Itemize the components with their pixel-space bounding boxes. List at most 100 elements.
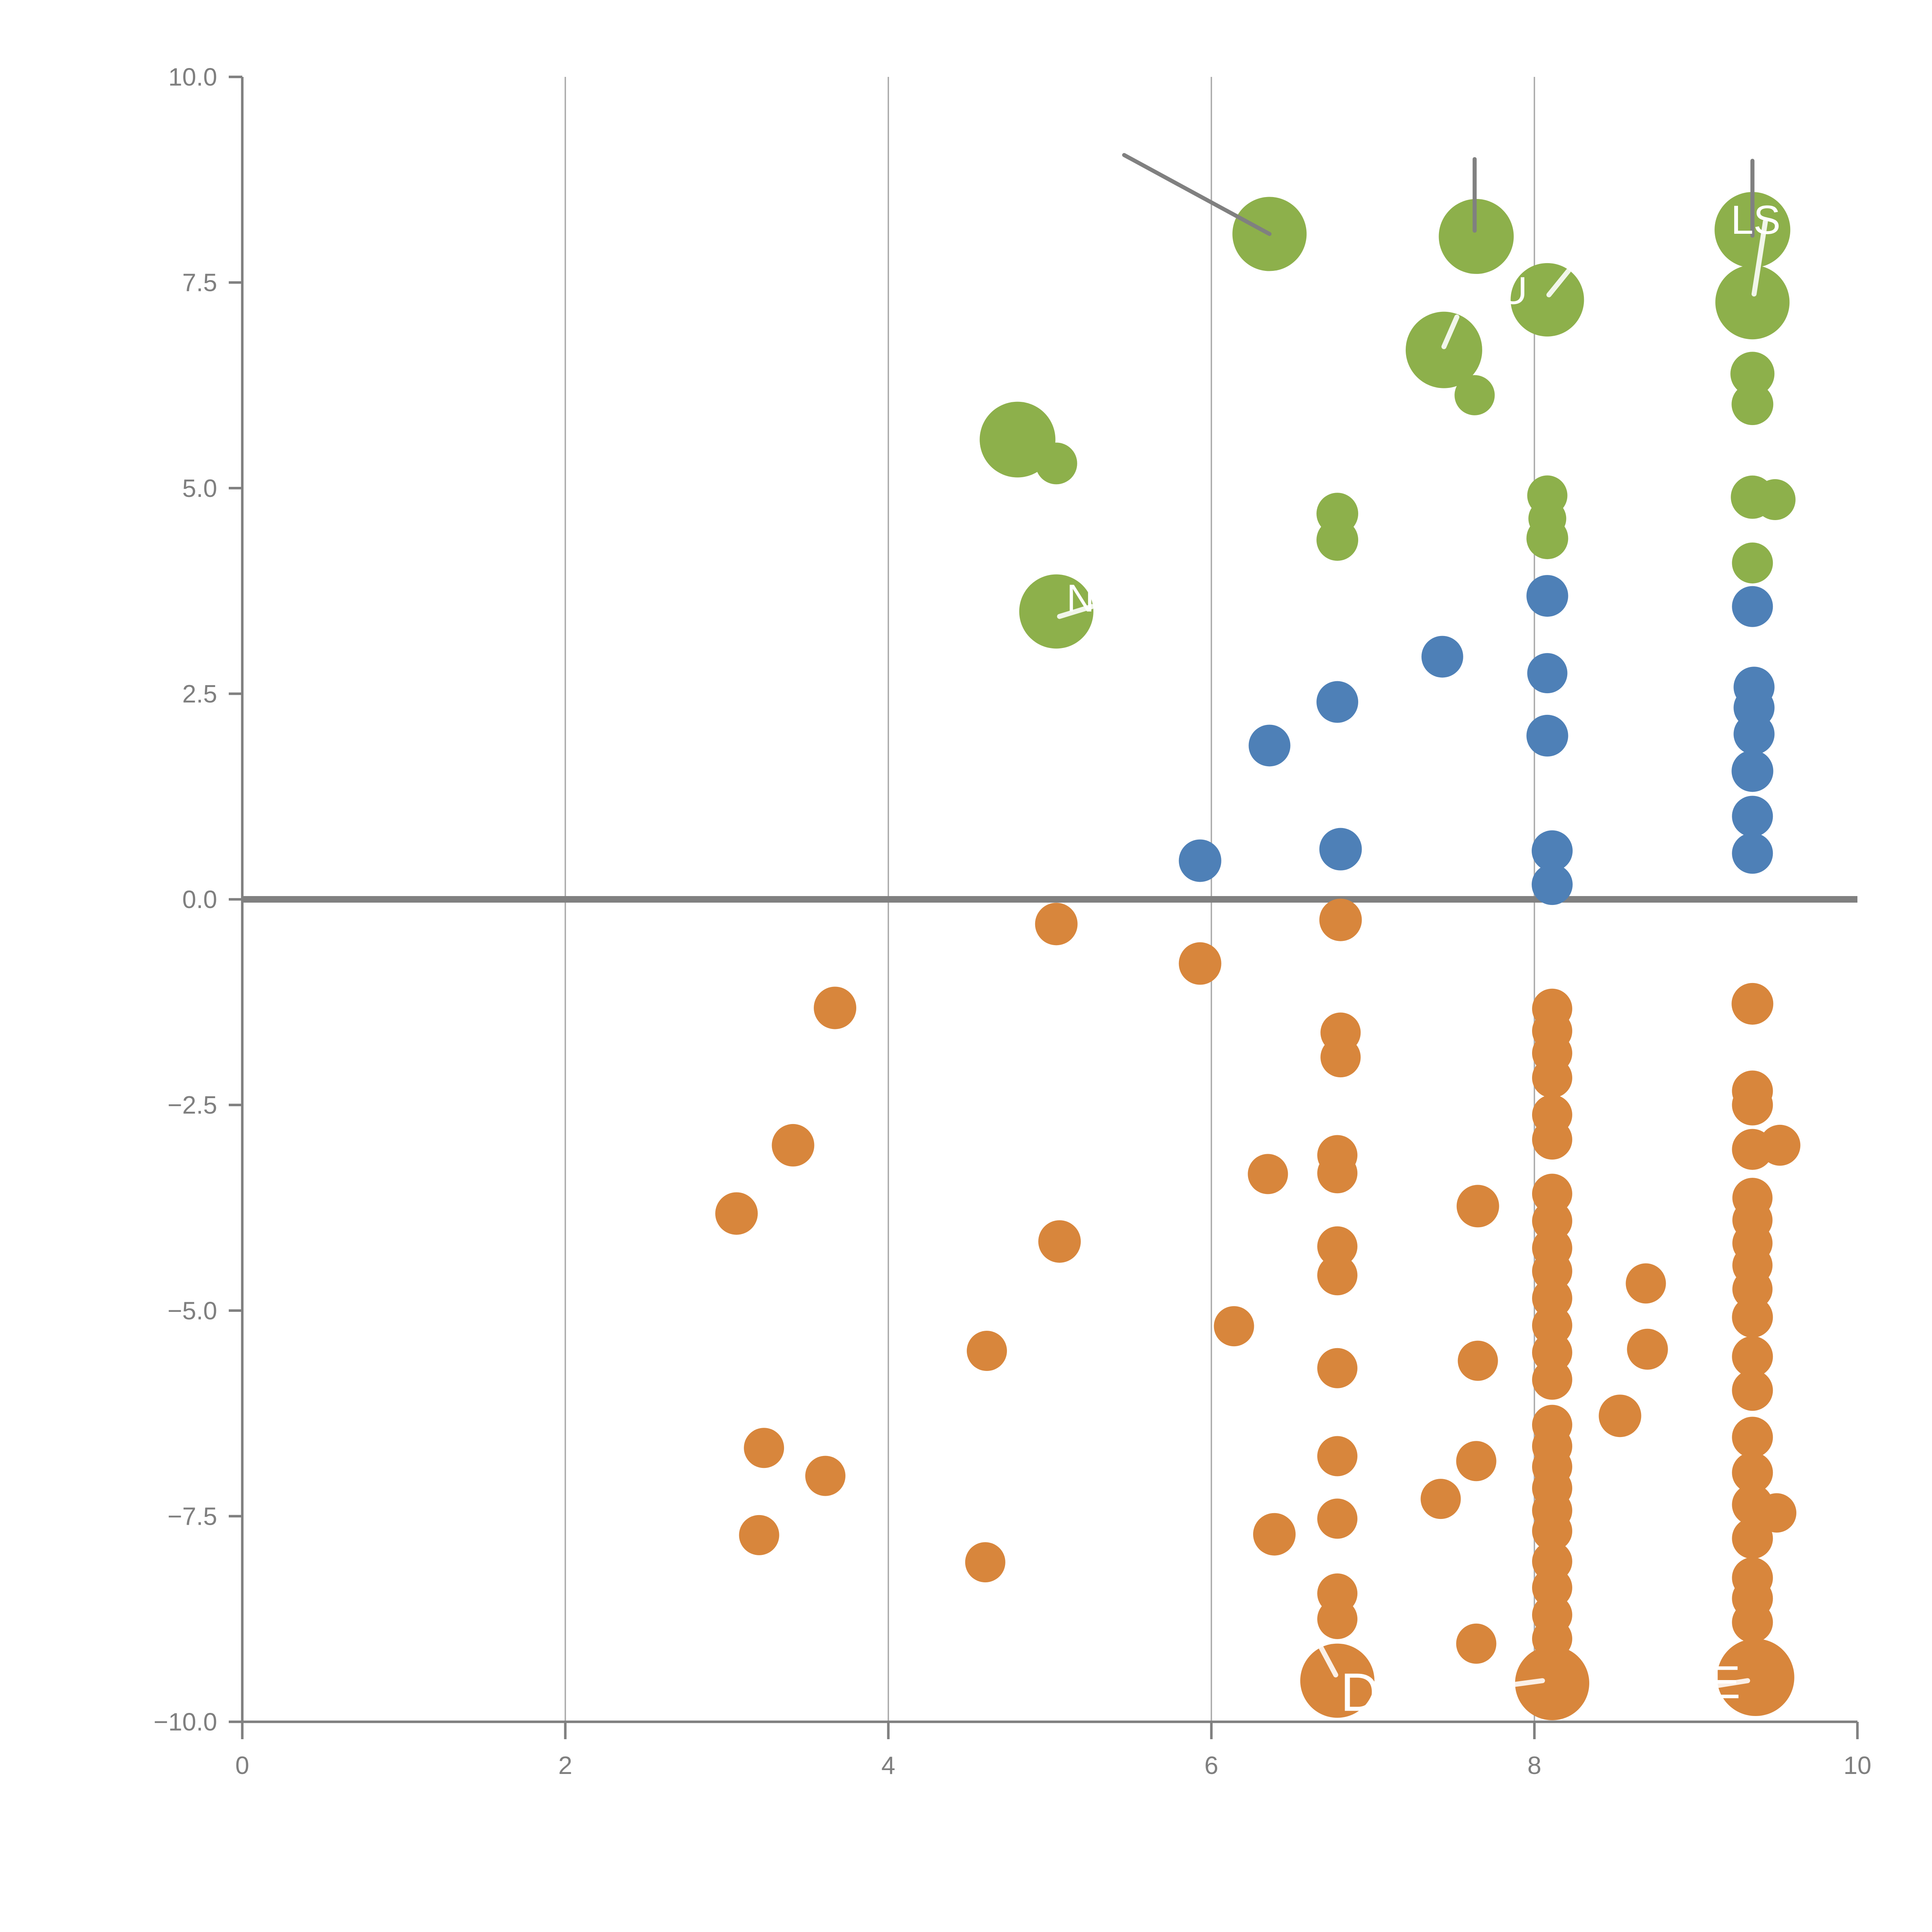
dot-orange-12 bbox=[1038, 1220, 1081, 1263]
dot-orange-73 bbox=[1732, 1417, 1773, 1458]
y-tick-label-10: 10.0 bbox=[168, 63, 217, 91]
annotation-label-E: E bbox=[1709, 1656, 1740, 1708]
dot-orange-6 bbox=[1731, 983, 1774, 1025]
dot-blue-1 bbox=[1421, 636, 1463, 678]
y-tick-label--10: −10.0 bbox=[154, 1708, 217, 1736]
dot-green-2 bbox=[1510, 263, 1584, 337]
dot-orange-0 bbox=[1035, 903, 1078, 946]
dot-orange-1 bbox=[1179, 942, 1221, 985]
dot-orange-15 bbox=[966, 1331, 1007, 1371]
dot-green-1 bbox=[1439, 199, 1514, 274]
y-tick-label--5: −5.0 bbox=[168, 1296, 217, 1325]
dot-orange-18 bbox=[1456, 1185, 1499, 1228]
dot-orange-2 bbox=[1319, 898, 1362, 941]
dot-orange-76 bbox=[1732, 1518, 1773, 1559]
dot-orange-25 bbox=[1456, 1623, 1497, 1664]
dot-orange-80 bbox=[1757, 1493, 1796, 1533]
annotation-leader-0 bbox=[1122, 153, 1272, 236]
dot-orange-55 bbox=[1532, 1511, 1572, 1551]
y-tick-label-2.5: 2.5 bbox=[182, 680, 217, 708]
dot-blue-16 bbox=[1531, 864, 1573, 905]
dot-blue-13 bbox=[1179, 839, 1221, 882]
dot-blue-10 bbox=[1731, 750, 1774, 792]
dot-orange-60 bbox=[1515, 1646, 1589, 1720]
dot-orange-17 bbox=[1317, 1348, 1358, 1388]
dot-orange-71 bbox=[1732, 1336, 1773, 1377]
dot-orange-20 bbox=[1627, 1328, 1668, 1370]
dot-orange-70 bbox=[1732, 1296, 1773, 1338]
dot-orange-79 bbox=[1732, 1602, 1773, 1643]
dot-green-4 bbox=[1454, 375, 1495, 415]
dot-green-8 bbox=[1731, 383, 1774, 425]
dot-blue-2 bbox=[1316, 681, 1359, 723]
dot-orange-27 bbox=[805, 1456, 845, 1496]
x-tick-label-4: 4 bbox=[881, 1751, 895, 1779]
x-tick-label-0: 0 bbox=[235, 1751, 249, 1779]
dot-orange-34 bbox=[1317, 1599, 1358, 1639]
dot-orange-21 bbox=[1626, 1263, 1666, 1304]
dot-orange-26 bbox=[744, 1428, 784, 1468]
dot-green-7 bbox=[1730, 352, 1775, 396]
dot-orange-62 bbox=[1732, 1084, 1773, 1126]
dot-blue-0 bbox=[1526, 575, 1568, 617]
dot-green-13 bbox=[1316, 519, 1359, 561]
dot-green-18 bbox=[1754, 479, 1796, 520]
y-tick-label-5: 5.0 bbox=[182, 474, 217, 502]
dot-blue-9 bbox=[1733, 713, 1775, 755]
dot-green-3 bbox=[1405, 311, 1482, 388]
dot-blue-3 bbox=[1527, 653, 1568, 694]
x-tick-label-8: 8 bbox=[1527, 1751, 1541, 1779]
dot-orange-39 bbox=[1532, 1058, 1572, 1098]
annotation-label-U: U bbox=[1500, 269, 1527, 312]
dot-orange-30 bbox=[1253, 1513, 1296, 1556]
x-tick-label-10: 10 bbox=[1844, 1751, 1871, 1779]
annotation-label-N: N bbox=[1066, 577, 1094, 620]
dot-orange-9 bbox=[1248, 1154, 1288, 1194]
dot-green-19 bbox=[1732, 542, 1773, 583]
dot-orange-28 bbox=[739, 1515, 779, 1555]
dot-orange-69 bbox=[1732, 1269, 1773, 1310]
dot-orange-14 bbox=[1317, 1255, 1358, 1296]
dot-orange-24 bbox=[1420, 1479, 1461, 1519]
annotation-label-LS: LS bbox=[1731, 197, 1780, 243]
y-tick-label-0: 0.0 bbox=[182, 885, 217, 913]
dot-blue-12 bbox=[1732, 833, 1773, 874]
dot-orange-81 bbox=[1717, 1639, 1794, 1716]
y-tick-label-7.5: 7.5 bbox=[182, 269, 217, 297]
annotation-leader-5 bbox=[1441, 315, 1459, 349]
dot-orange-11 bbox=[1317, 1153, 1358, 1194]
dot-orange-7 bbox=[772, 1124, 815, 1167]
dot-blue-11 bbox=[1732, 796, 1773, 837]
annotation-leader-4 bbox=[1546, 268, 1571, 298]
annotation-leader-3 bbox=[1751, 219, 1768, 297]
dot-orange-8 bbox=[715, 1192, 758, 1235]
dot-orange-5 bbox=[1320, 1037, 1361, 1078]
dot-green-11 bbox=[1019, 574, 1094, 649]
dot-orange-31 bbox=[1317, 1436, 1358, 1476]
dot-orange-72 bbox=[1732, 1370, 1773, 1411]
dot-blue-4 bbox=[1526, 714, 1568, 757]
dot-blue-6 bbox=[1732, 586, 1773, 627]
dot-orange-49 bbox=[1532, 1359, 1572, 1400]
dot-orange-41 bbox=[1532, 1119, 1572, 1160]
dot-orange-3 bbox=[814, 986, 857, 1029]
dot-orange-22 bbox=[1599, 1395, 1641, 1437]
annotation-leader-9 bbox=[1714, 1678, 1750, 1688]
dot-blue-15 bbox=[1531, 830, 1573, 871]
dot-orange-19 bbox=[1458, 1340, 1498, 1381]
x-tick-label-6: 6 bbox=[1204, 1751, 1218, 1779]
dot-orange-23 bbox=[1456, 1441, 1497, 1481]
dot-green-10 bbox=[1035, 442, 1077, 485]
annotation-leader-8 bbox=[1509, 1678, 1545, 1687]
dot-orange-74 bbox=[1732, 1452, 1773, 1493]
series-orange bbox=[715, 898, 1801, 1720]
annotation-label-D: D bbox=[1340, 1662, 1379, 1723]
x-tick-label-2: 2 bbox=[558, 1751, 572, 1779]
dot-orange-32 bbox=[1317, 1498, 1358, 1539]
dot-green-6 bbox=[1715, 265, 1790, 340]
dot-blue-5 bbox=[1248, 724, 1291, 767]
annotation-leader-7 bbox=[1318, 1645, 1338, 1678]
series-green bbox=[980, 192, 1796, 649]
series-blue bbox=[1179, 575, 1775, 905]
